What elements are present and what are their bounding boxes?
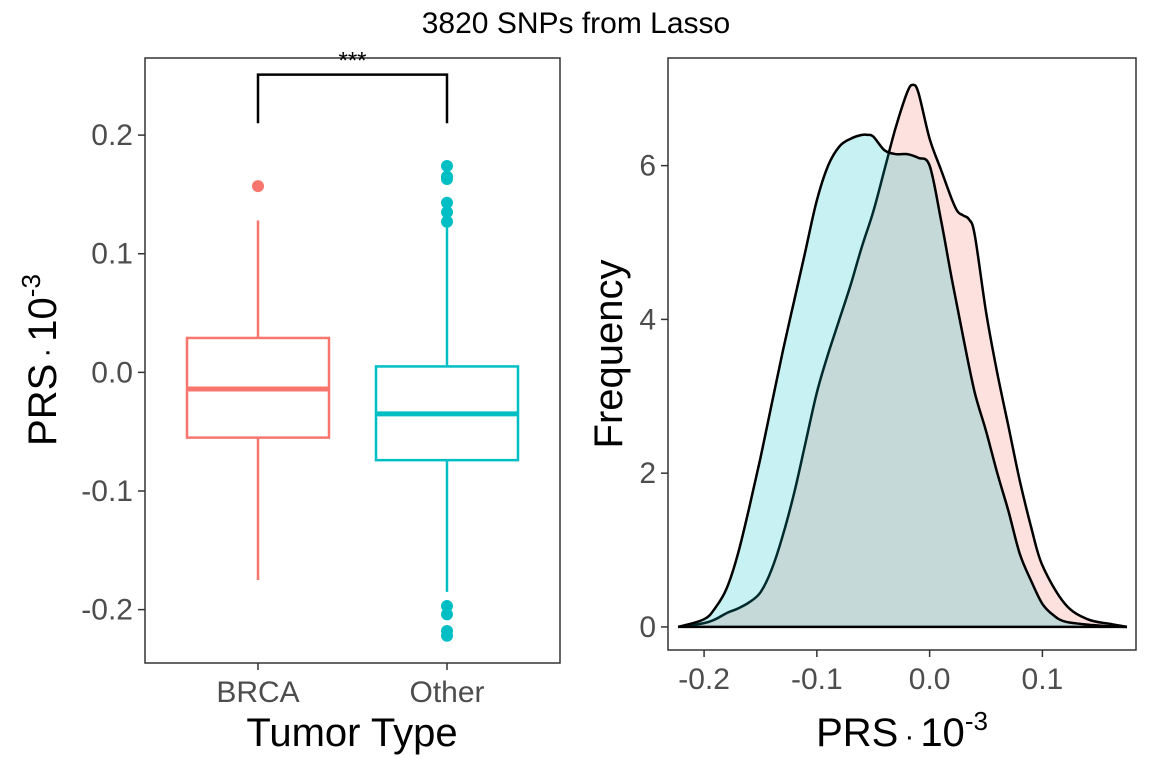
density-panel: 0 2 4 6 -0.2 -0.1 0.0 0.1 Frequency PRS · 10-3: [587, 57, 1137, 755]
density-y-tick-label: 2: [639, 457, 656, 490]
outlier-point: [441, 215, 453, 228]
boxplot-x-ticks: BRCA Other: [216, 663, 485, 709]
outlier-point: [252, 180, 264, 193]
boxplot-y-tick-label: -0.1: [81, 475, 133, 508]
significance-label: ***: [338, 48, 366, 75]
boxplot-y-tick-label: -0.2: [81, 594, 133, 627]
density-x-tick-label: -0.1: [791, 663, 843, 696]
boxplot-y-axis-title-exp: -3: [16, 274, 46, 297]
boxplot-marks: ***: [185, 48, 520, 642]
boxplot-x-tick-label: Other: [409, 676, 484, 709]
density-x-ticks: -0.2 -0.1 0.0 0.1: [678, 650, 1063, 696]
density-y-tick-label: 0: [639, 611, 656, 644]
outlier-point: [441, 600, 453, 613]
density-y-ticks: 0 2 4 6: [639, 150, 668, 644]
boxplot-x-tick-label: BRCA: [216, 676, 299, 709]
density-x-axis-title-dot: ·: [904, 720, 914, 753]
density-x-tick-label: 0.1: [1022, 663, 1064, 696]
boxplot-panel: *** -0.2 -0.1 0.0 0.1 0.2 BRCA Other Tumor Ty…: [16, 48, 561, 755]
boxplot-y-tick-label: 0.2: [91, 119, 133, 152]
density-x-axis-title-mult: 10: [920, 711, 965, 755]
density-line-other: [677, 133, 1128, 629]
density-frame: [667, 57, 1137, 651]
boxplot-y-ticks: -0.2 -0.1 0.0 0.1 0.2: [81, 119, 145, 627]
boxplot-y-tick-label: 0.0: [91, 356, 133, 389]
density-y-tick-label: 4: [639, 303, 656, 336]
density-line-brca: [677, 83, 1128, 629]
boxplot-y-axis-title-dot: ·: [30, 348, 63, 358]
density-area-brca: [678, 84, 1127, 627]
figure-title: 3820 SNPs from Lasso: [422, 7, 730, 40]
outlier-point: [441, 629, 453, 642]
significance-bracket: [256, 73, 449, 124]
boxplot-y-tick-label: 0.1: [91, 238, 133, 271]
box-brca: [185, 180, 331, 580]
density-marks: [677, 83, 1128, 629]
density-area-other: [678, 134, 1127, 627]
boxplot-y-axis-title-base: PRS: [21, 364, 65, 446]
density-x-axis-title-exp: -3: [965, 706, 988, 736]
boxplot-y-axis-title-mult: 10: [21, 297, 65, 342]
outlier-point: [441, 206, 453, 219]
density-y-tick-label: 6: [639, 150, 656, 183]
outlier-point: [441, 159, 453, 172]
box-other: [374, 159, 520, 642]
density-x-tick-label: 0.0: [909, 663, 951, 696]
density-y-axis-title: Frequency: [587, 260, 631, 449]
density-x-axis-title: PRS · 10-3: [816, 706, 988, 755]
boxplot-y-axis-title: PRS · 10-3: [16, 274, 65, 446]
outlier-point: [441, 196, 453, 209]
outlier-point: [441, 608, 453, 621]
density-x-tick-label: -0.2: [678, 663, 730, 696]
density-x-axis-title-base: PRS: [816, 711, 898, 755]
outlier-point: [441, 173, 453, 185]
boxplot-x-axis-title: Tumor Type: [246, 711, 457, 755]
